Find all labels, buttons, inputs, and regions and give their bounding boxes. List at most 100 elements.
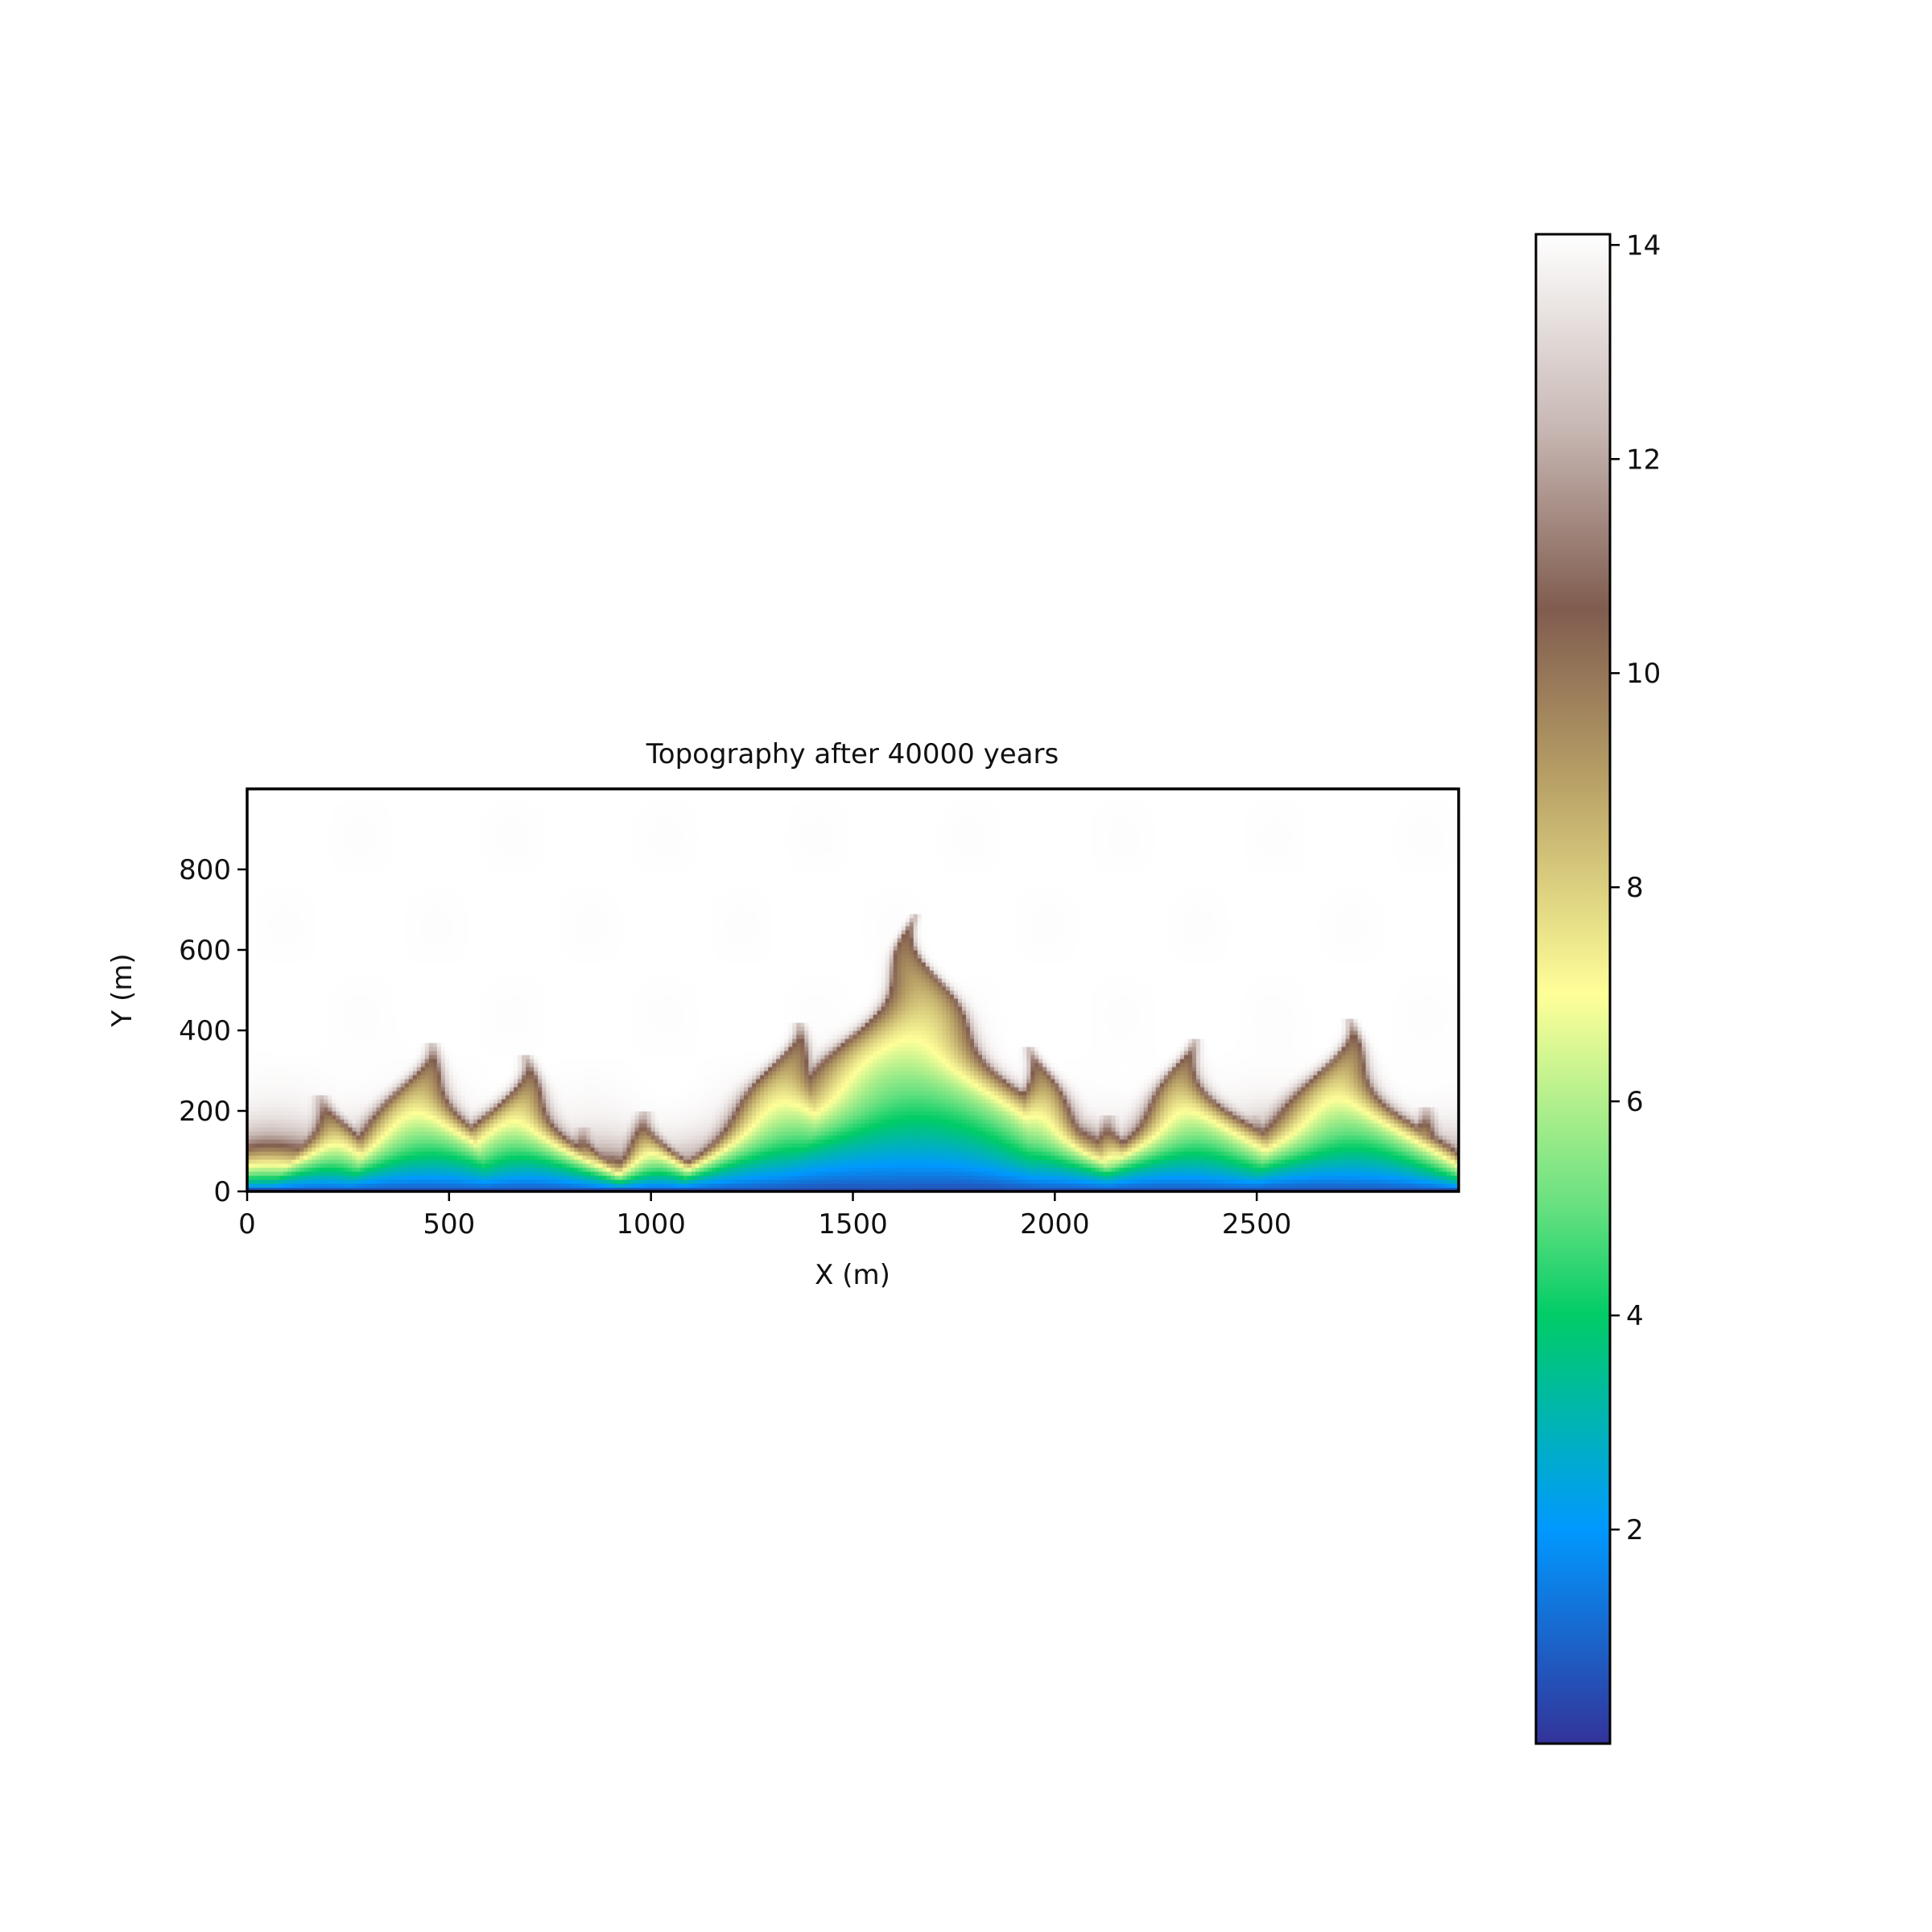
heatmap-cell (1309, 1159, 1314, 1164)
heatmap-cell (776, 1151, 781, 1156)
heatmap-cell (760, 1155, 765, 1160)
heatmap-cell (865, 1155, 870, 1160)
heatmap-cell (1022, 1183, 1027, 1188)
heatmap-cell (768, 1175, 773, 1180)
heatmap-cell (1236, 1155, 1241, 1160)
heatmap-cell (1325, 1147, 1331, 1152)
heatmap-cell (602, 1163, 608, 1168)
heatmap-cell (679, 1155, 684, 1160)
heatmap-cell (840, 1123, 846, 1128)
heatmap-cell (965, 1135, 971, 1140)
heatmap-cell (440, 1155, 446, 1160)
heatmap-cell (699, 1171, 704, 1176)
heatmap-cell (542, 1167, 547, 1172)
heatmap-cell (1414, 1143, 1419, 1148)
heatmap-cell (905, 1163, 910, 1168)
heatmap-cell (1103, 1127, 1108, 1132)
heatmap-cell (1289, 1131, 1294, 1136)
heatmap-cell (424, 1167, 430, 1172)
heatmap-cell (1143, 1127, 1149, 1132)
heatmap-cell (481, 1163, 486, 1168)
heatmap-cell (598, 1143, 604, 1148)
heatmap-cell (1393, 1131, 1399, 1136)
heatmap-cell (452, 1183, 458, 1188)
heatmap-cell (352, 1155, 357, 1160)
heatmap-cell (1163, 1127, 1169, 1132)
heatmap-cell (1131, 1151, 1137, 1156)
heatmap-cell (368, 1159, 374, 1164)
heatmap-cell (348, 1159, 353, 1164)
heatmap-cell (614, 1163, 620, 1168)
heatmap-cell (1257, 1163, 1261, 1168)
heatmap-cell (1175, 1143, 1181, 1148)
heatmap-cell (873, 1155, 878, 1160)
heatmap-cell (312, 1135, 316, 1140)
heatmap-cell (748, 1167, 753, 1172)
heatmap-cell (1187, 1139, 1193, 1144)
heatmap-cell (493, 1163, 498, 1168)
heatmap-cell (1059, 1183, 1063, 1188)
heatmap-cell (788, 1179, 793, 1184)
heatmap-cell (1006, 1159, 1011, 1164)
heatmap-cell (1042, 1167, 1047, 1172)
heatmap-cell (1241, 1171, 1245, 1176)
heatmap-cell (1046, 1131, 1051, 1136)
heatmap-cell (340, 1183, 345, 1188)
heatmap-cell (913, 1175, 919, 1180)
heatmap-cell (1249, 1171, 1253, 1176)
heatmap-cell (566, 1183, 571, 1188)
heatmap-cell (424, 1163, 430, 1168)
heatmap-cell (436, 1179, 442, 1184)
heatmap-cell (1245, 1179, 1249, 1184)
heatmap-cell (638, 1155, 644, 1160)
heatmap-cell (570, 1143, 575, 1148)
heatmap-cell (440, 1123, 446, 1128)
heatmap-cell (852, 1123, 858, 1128)
heatmap-cell (352, 1171, 357, 1176)
heatmap-cell (481, 1159, 486, 1164)
heatmap-cell (1257, 1147, 1261, 1152)
heatmap-cell (780, 1131, 785, 1136)
heatmap-cell (998, 1175, 1003, 1180)
heatmap-cell (614, 1123, 620, 1128)
heatmap-cell (324, 1131, 328, 1136)
heatmap-cell (740, 1163, 745, 1168)
heatmap-cell (1087, 1135, 1092, 1140)
heatmap-cell (408, 1143, 414, 1148)
heatmap-cell (610, 1171, 616, 1176)
heatmap-cell (832, 1187, 838, 1191)
heatmap-cell (497, 1171, 502, 1176)
heatmap-cell (1301, 1175, 1306, 1180)
heatmap-cell (376, 1179, 382, 1184)
heatmap-cell (1253, 1163, 1257, 1168)
heatmap-cell (772, 1159, 777, 1164)
heatmap-cell (784, 1135, 789, 1140)
heatmap-cell (356, 1131, 361, 1136)
heatmap-cell (469, 1135, 474, 1140)
heatmap-cell (1123, 1171, 1129, 1176)
heatmap-cell (392, 1179, 398, 1184)
heatmap-cell (1212, 1135, 1217, 1140)
heatmap-cell (452, 1159, 458, 1164)
heatmap-cell (251, 1183, 256, 1188)
heatmap-cell (893, 1131, 898, 1136)
heatmap-cell (1195, 1147, 1201, 1152)
heatmap-cell (937, 1143, 943, 1148)
heatmap-cell (804, 1163, 809, 1168)
heatmap-cell (1099, 1155, 1104, 1160)
heatmap-cell (1091, 1143, 1096, 1148)
heatmap-cell (1216, 1171, 1221, 1176)
heatmap-cell (650, 1163, 656, 1168)
heatmap-cell (1131, 1159, 1137, 1164)
heatmap-cell (574, 1143, 579, 1148)
heatmap-cell (953, 1163, 959, 1168)
heatmap-cell (748, 1159, 753, 1164)
heatmap-cell (1075, 1183, 1080, 1188)
heatmap-cell (388, 1183, 394, 1188)
heatmap-cell (804, 1167, 809, 1172)
heatmap-cell (772, 1167, 777, 1172)
heatmap-cell (546, 1187, 551, 1191)
heatmap-cell (538, 1159, 543, 1164)
heatmap-cell (295, 1167, 300, 1172)
heatmap-cell (1139, 1187, 1145, 1191)
